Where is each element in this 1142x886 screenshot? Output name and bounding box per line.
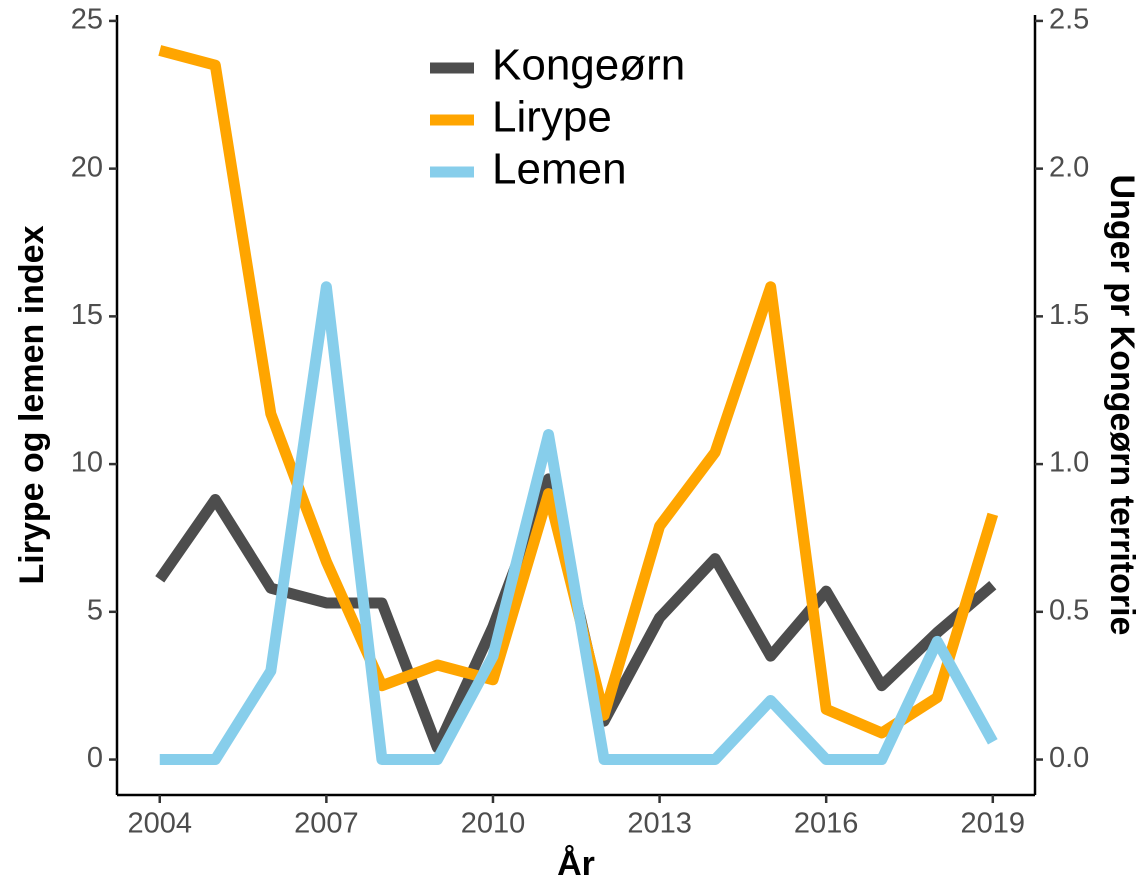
y2-tick-label: 1.0 <box>1049 447 1089 479</box>
x-tick-label: 2019 <box>961 808 1026 840</box>
y-tick-label: 15 <box>71 299 103 331</box>
y2-tick-label: 0.0 <box>1049 742 1089 774</box>
y2-tick-label: 0.5 <box>1049 594 1089 626</box>
y-tick-label: 10 <box>71 447 103 479</box>
legend-label: Lirype <box>492 93 612 142</box>
series-line <box>159 281 998 766</box>
y2-tick-label: 2.0 <box>1049 151 1089 183</box>
y2-axis-title: Unger pr Kongeørn territorie <box>1103 175 1141 636</box>
y2-tick-label: 1.5 <box>1049 299 1089 331</box>
x-axis-title: År <box>557 845 595 883</box>
x-tick-label: 2016 <box>794 808 859 840</box>
legend-label: Kongeørn <box>492 41 685 90</box>
legend-label: Lemen <box>492 145 627 194</box>
x-tick-label: 2007 <box>294 808 359 840</box>
y-tick-label: 25 <box>71 4 103 36</box>
y-axis-title: Lirype og lemen index <box>13 225 51 584</box>
x-tick-label: 2004 <box>128 808 193 840</box>
y-tick-label: 0 <box>87 742 103 774</box>
y-tick-label: 5 <box>87 594 103 626</box>
x-tick-label: 2013 <box>627 808 692 840</box>
y-tick-label: 20 <box>71 151 103 183</box>
x-tick-label: 2010 <box>461 808 526 840</box>
y2-tick-label: 2.5 <box>1049 4 1089 36</box>
